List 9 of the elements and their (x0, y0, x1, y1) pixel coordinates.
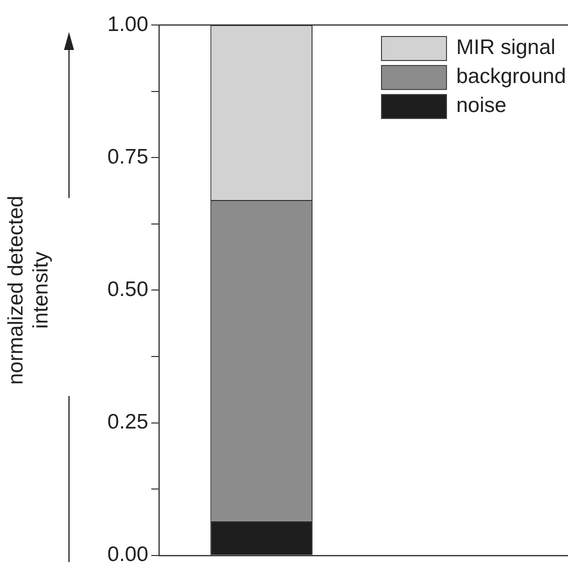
y-tick-label: 0.00 (107, 543, 148, 566)
y-tick-label: 1.00 (107, 12, 148, 36)
y-axis-title: normalized detected intensity (4, 196, 53, 385)
y-tick-label: 0.25 (107, 410, 148, 434)
y-tick-label: 0.50 (107, 278, 148, 301)
y-tick-label: 0.75 (107, 145, 148, 168)
legend-label: MIR signal (456, 36, 556, 60)
legend-label: noise (456, 94, 506, 118)
legend-label: background (456, 65, 566, 89)
